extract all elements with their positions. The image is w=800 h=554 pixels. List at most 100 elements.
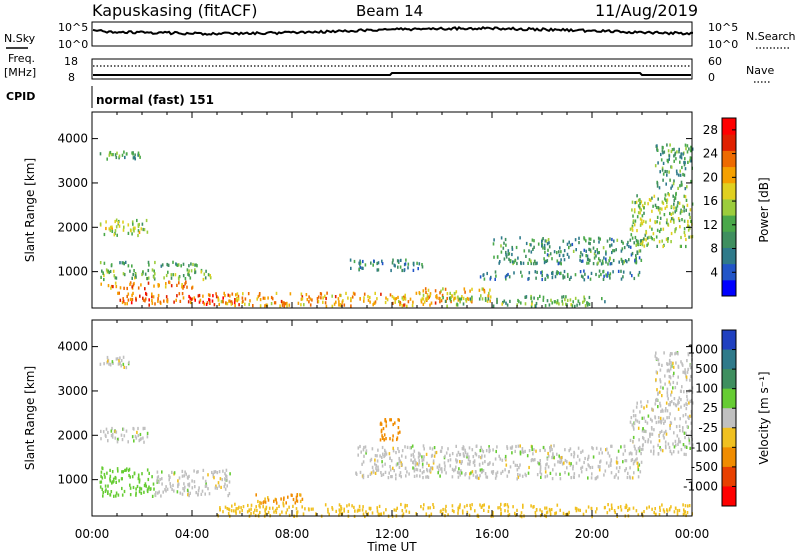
power-cell bbox=[533, 245, 535, 249]
velocity-cell bbox=[110, 429, 113, 433]
power-cell bbox=[505, 301, 507, 305]
power-cell bbox=[635, 254, 637, 258]
velocity-cell bbox=[601, 451, 603, 455]
velocity-cell bbox=[160, 494, 162, 498]
power-cell bbox=[622, 262, 624, 266]
power-cell bbox=[372, 303, 374, 307]
velocity-cell bbox=[259, 500, 261, 505]
velocity-cell bbox=[123, 434, 126, 438]
velocity-cell bbox=[362, 476, 365, 480]
power-cell bbox=[283, 304, 286, 308]
velocity-cell bbox=[516, 477, 518, 481]
velocity-cell bbox=[225, 473, 227, 478]
velocity-cell bbox=[455, 458, 457, 462]
power-cell bbox=[117, 291, 119, 295]
power-cell bbox=[252, 304, 254, 308]
power-cell bbox=[132, 272, 134, 277]
power-colorbar-swatch bbox=[722, 198, 736, 216]
velocity-cell bbox=[632, 435, 635, 440]
power-cell bbox=[679, 155, 681, 159]
velocity-cell bbox=[613, 475, 616, 479]
velocity-cell bbox=[117, 469, 119, 473]
velocity-cell bbox=[679, 417, 681, 421]
power-cell bbox=[682, 152, 684, 156]
velocity-cell bbox=[632, 409, 635, 413]
velocity-cell bbox=[652, 408, 654, 412]
power-cell bbox=[132, 283, 135, 287]
velocity-cell bbox=[264, 512, 267, 516]
velocity-cell bbox=[276, 506, 278, 511]
power-cell bbox=[645, 231, 648, 235]
velocity-cell bbox=[267, 498, 270, 502]
power-cell bbox=[635, 256, 637, 261]
velocity-cell bbox=[115, 480, 117, 484]
velocity-cell bbox=[474, 509, 476, 513]
velocity-cell bbox=[544, 448, 546, 452]
power-cell bbox=[129, 282, 131, 286]
power-cell bbox=[386, 298, 389, 302]
power-cell bbox=[390, 268, 392, 273]
velocity-cell bbox=[506, 446, 509, 450]
power-cell bbox=[677, 173, 680, 177]
velocity-cell bbox=[331, 506, 333, 510]
power-cell bbox=[196, 264, 198, 268]
power-cell bbox=[599, 237, 601, 241]
power-cell bbox=[578, 241, 580, 245]
velocity-cell bbox=[623, 445, 626, 449]
power-cell bbox=[579, 270, 582, 274]
velocity-cell bbox=[454, 468, 456, 472]
power-cell bbox=[547, 275, 549, 279]
power-cell bbox=[208, 297, 210, 302]
velocity-cell bbox=[635, 452, 638, 456]
velocity-cell bbox=[141, 472, 143, 476]
power-cell bbox=[100, 282, 102, 286]
velocity-cell bbox=[560, 456, 563, 460]
power-cell bbox=[648, 198, 651, 202]
power-cell bbox=[244, 297, 247, 301]
velocity-cell bbox=[447, 513, 449, 517]
power-region bbox=[100, 268, 212, 282]
velocity-cell bbox=[187, 483, 189, 487]
power-cell bbox=[134, 276, 136, 280]
velocity-cell bbox=[157, 491, 159, 495]
velocity-cell bbox=[611, 506, 613, 510]
power-cell bbox=[634, 201, 636, 205]
power-cell bbox=[684, 195, 687, 199]
power-cell bbox=[306, 298, 309, 302]
power-cell bbox=[308, 295, 310, 299]
velocity-cell bbox=[501, 469, 504, 474]
velocity-cell bbox=[398, 459, 401, 463]
power-cell bbox=[377, 268, 380, 272]
velocity-cell bbox=[440, 509, 442, 513]
velocity-colorbar-swatch bbox=[722, 466, 736, 487]
velocity-cell bbox=[363, 454, 365, 458]
velocity-cell bbox=[140, 491, 143, 495]
velocity-cell bbox=[488, 505, 490, 509]
power-cell bbox=[439, 291, 441, 295]
velocity-cell bbox=[688, 416, 690, 420]
power-cell bbox=[367, 298, 370, 302]
velocity-cell bbox=[568, 461, 571, 465]
velocity-cell bbox=[103, 472, 106, 477]
power-cell bbox=[487, 297, 490, 301]
nave-tick-top: 60 bbox=[708, 55, 722, 68]
power-cell bbox=[580, 259, 583, 263]
power-cell bbox=[637, 198, 640, 202]
power-cell bbox=[539, 294, 541, 298]
power-cell bbox=[660, 158, 663, 162]
velocity-cell bbox=[296, 493, 299, 497]
velocity-cell bbox=[514, 513, 517, 517]
velocity-cell bbox=[524, 472, 527, 476]
velocity-cell bbox=[692, 401, 694, 405]
power-cell bbox=[132, 226, 135, 230]
velocity-cell bbox=[288, 505, 290, 509]
velocity-cell bbox=[102, 491, 104, 495]
power-cell bbox=[122, 272, 125, 276]
velocity-cell bbox=[469, 459, 471, 464]
power-cell bbox=[151, 301, 154, 305]
power-cell bbox=[685, 237, 687, 242]
power-cell bbox=[341, 300, 344, 304]
power-cell bbox=[662, 227, 665, 231]
power-cell bbox=[690, 235, 692, 239]
power-cell bbox=[190, 269, 193, 273]
